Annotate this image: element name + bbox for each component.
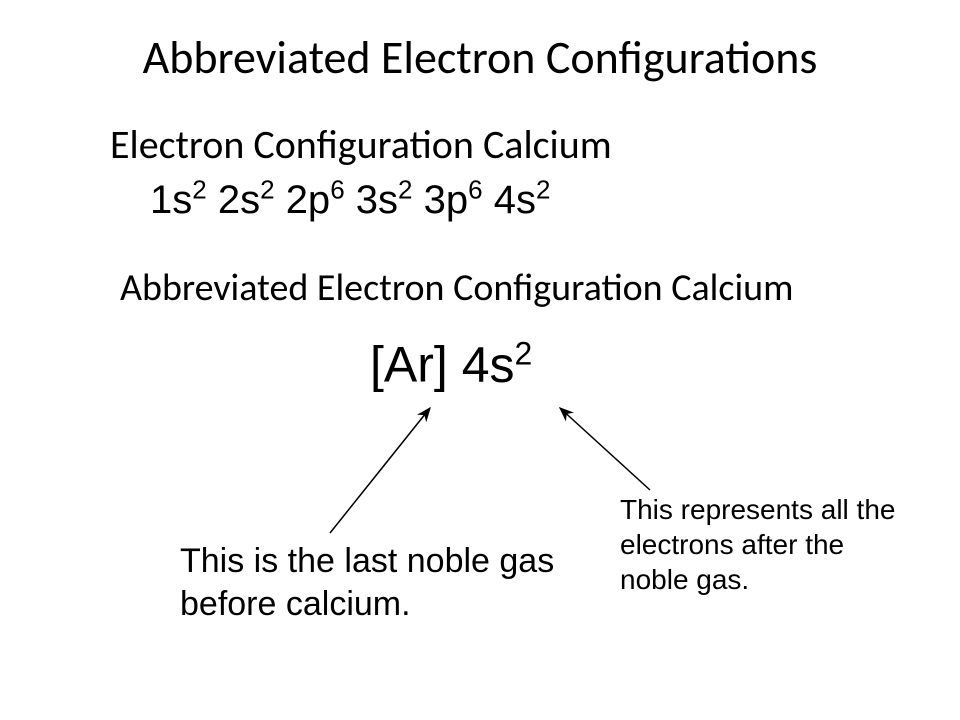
- arrow-left: [330, 408, 430, 533]
- slide: Abbreviated Electron Configurations Elec…: [0, 0, 960, 720]
- arrow-right: [560, 408, 650, 490]
- annotation-arrows: [0, 0, 960, 720]
